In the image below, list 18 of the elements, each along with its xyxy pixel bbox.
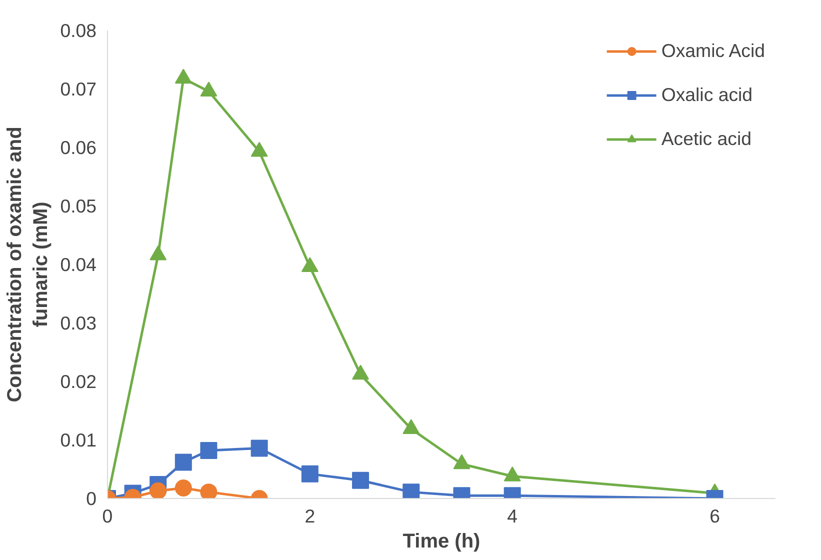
y-tick-label: 0.01	[60, 430, 96, 450]
y-tick-label: 0.03	[60, 312, 96, 334]
y-tick-label: 0.04	[60, 254, 96, 275]
legend-label: Oxalic acid	[661, 84, 753, 106]
y-tick-label: 0.05	[60, 196, 96, 216]
x-tick-label: 2	[304, 506, 316, 526]
y-tick-label: 0.07	[60, 78, 96, 100]
legend-label: Oxamic Acid	[661, 40, 765, 62]
legend-label: Acetic acid	[661, 128, 752, 150]
x-axis-title: Time (h)	[402, 530, 480, 552]
y-tick-label: 0	[86, 488, 97, 509]
y-tick-label: 0.06	[60, 137, 96, 158]
x-tick-label: 0	[102, 506, 113, 526]
x-tick-label: 6	[710, 506, 720, 526]
y-axis-title: Concentration of oxamic and fumaric (mM)	[4, 126, 52, 402]
y-tick-label: 0.08	[60, 20, 96, 41]
y-tick-label: 0.02	[60, 371, 96, 392]
x-tick-label: 4	[507, 506, 518, 526]
